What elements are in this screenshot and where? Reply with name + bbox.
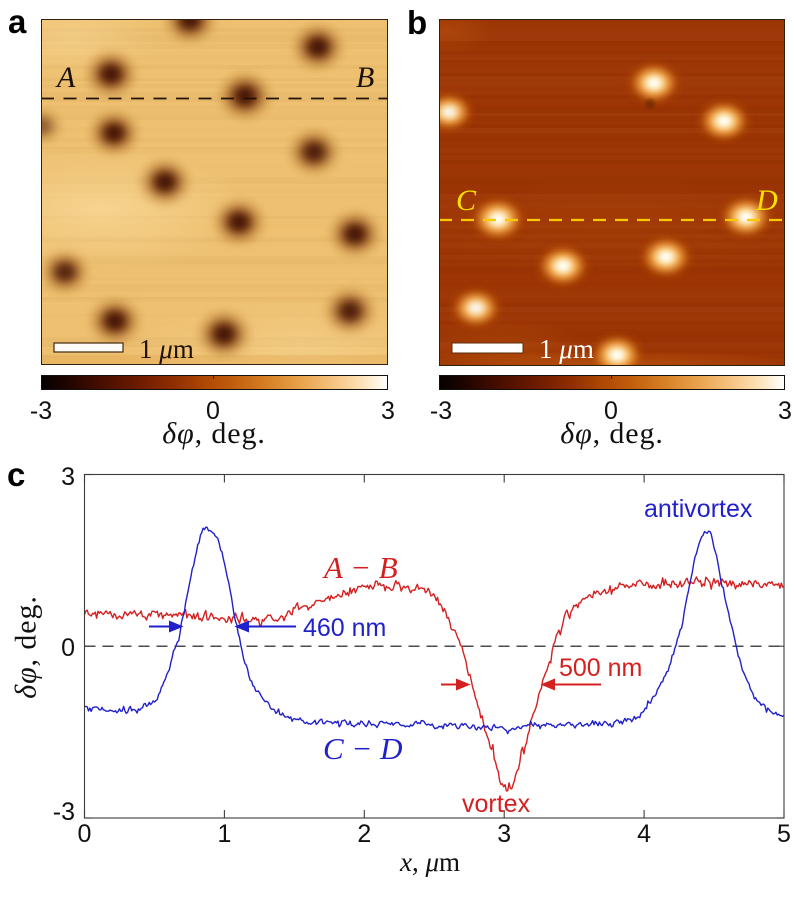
svg-text:3: 3 [61, 463, 75, 491]
svg-text:500 nm: 500 nm [559, 654, 642, 682]
svg-text:δφ, deg.: δφ, deg. [10, 595, 43, 699]
svg-text:0: 0 [78, 820, 92, 848]
svg-text:5: 5 [777, 820, 791, 848]
svg-text:460 nm: 460 nm [303, 614, 386, 642]
svg-text:C − D: C − D [323, 731, 402, 766]
svg-text:1: 1 [217, 820, 231, 848]
svg-text:4: 4 [637, 820, 651, 848]
svg-text:3: 3 [497, 820, 511, 848]
svg-text:2: 2 [357, 820, 371, 848]
svg-text:-3: -3 [53, 798, 75, 826]
svg-text:A − B: A − B [322, 550, 398, 585]
svg-text:vortex: vortex [462, 790, 531, 818]
svg-text:A: A [55, 61, 76, 94]
svg-text:D: D [755, 184, 778, 217]
svg-text:1 μm: 1 μm [539, 334, 594, 364]
svg-text:antivortex: antivortex [644, 495, 753, 523]
svg-text:x, μm: x, μm [399, 847, 460, 877]
svg-text:B: B [356, 61, 374, 94]
svg-text:C: C [456, 184, 477, 217]
svg-text:1 μm: 1 μm [139, 334, 194, 364]
svg-text:0: 0 [61, 634, 75, 662]
